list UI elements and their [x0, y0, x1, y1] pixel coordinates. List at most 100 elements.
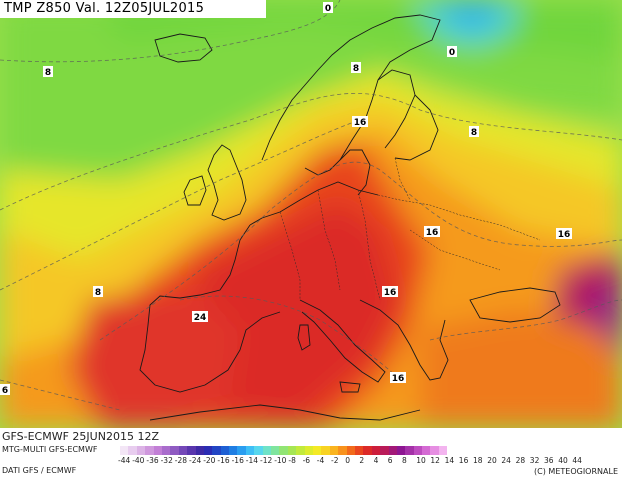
scale-tick-label: -32 — [160, 456, 173, 465]
isotherm-label: 16 — [352, 116, 368, 128]
isotherm-label-box — [382, 286, 398, 297]
isotherm-label: 0 — [323, 2, 333, 14]
scale-swatch — [380, 446, 389, 455]
scale-tick-label: 24 — [501, 456, 511, 465]
color-scale-ticks: -44 -40 -36 -32 -28 -24 -20 -16 -16 -14 -12 -10 -8 -6… — [118, 456, 622, 466]
isotherm-label-box — [390, 372, 406, 383]
isotherm-label-box — [43, 66, 53, 77]
scale-swatch — [304, 446, 313, 455]
isotherm-label: 16 — [424, 226, 440, 238]
scale-swatch — [229, 446, 238, 455]
isotherm-label-box — [556, 228, 572, 239]
scale-tick-label: 20 — [487, 456, 497, 465]
scale-swatch — [170, 446, 179, 455]
scale-swatch — [396, 446, 406, 455]
isotherm-label-box — [0, 384, 10, 395]
scale-swatch — [321, 446, 330, 455]
scale-swatch — [346, 446, 355, 455]
scale-tick-label: -12 — [260, 456, 273, 465]
scale-tick-label: 36 — [544, 456, 554, 465]
scale-tick-label: 10 — [416, 456, 426, 465]
scale-swatch — [153, 446, 162, 455]
scale-tick-label: 6 — [387, 456, 393, 465]
scale-swatch — [296, 446, 305, 455]
scale-tick-label: -8 — [288, 456, 296, 465]
scale-swatch — [245, 446, 255, 455]
scale-swatch — [220, 446, 230, 455]
scale-tick-label: -2 — [331, 456, 339, 465]
isotherm-label: 16 — [382, 286, 398, 298]
scale-tick-label: -20 — [203, 456, 216, 465]
scale-swatch — [187, 446, 196, 455]
copyright: (C) METEOGIORNALE — [534, 467, 618, 476]
scale-tick-label: 12 — [430, 456, 440, 465]
scale-swatch — [287, 446, 297, 455]
scale-tick-label: 40 — [558, 456, 568, 465]
scale-tick-label: -36 — [146, 456, 159, 465]
scale-swatch — [195, 446, 204, 455]
isotherm-label-text: 6 — [2, 386, 8, 396]
isotherm-label: 8 — [469, 126, 479, 138]
isotherm-label-text: 8 — [471, 128, 477, 138]
scale-tick-label: 2 — [359, 456, 365, 465]
isotherm-label-box — [424, 226, 440, 237]
temperature-map: 0 0 8 8 8 8 16 16 16 16 16 24 6 TMP Z850 Val. 12Z05J… — [0, 0, 622, 428]
map-title: TMP Z850 Val. 12Z05JUL2015 — [0, 0, 266, 18]
scale-swatch — [237, 446, 246, 455]
isotherm-label-box — [447, 46, 457, 57]
isotherm-label: 8 — [93, 286, 103, 298]
scale-swatch — [430, 446, 439, 455]
scale-swatch — [329, 446, 339, 455]
scale-tick-label: 8 — [402, 456, 407, 465]
scale-tick-label: -16 — [217, 456, 230, 465]
isotherm-label-text: 16 — [384, 288, 397, 298]
scale-swatch — [136, 446, 146, 455]
scale-tick-label: 14 — [444, 456, 455, 465]
scale-swatch — [145, 446, 154, 455]
isotherm-label-text: 0 — [325, 4, 331, 14]
isotherm-label-text: 8 — [95, 288, 101, 298]
scale-tick-label: 32 — [529, 456, 540, 465]
scale-swatch — [271, 446, 280, 455]
scale-tick-label: 16 — [458, 456, 469, 465]
scale-swatch — [279, 446, 288, 455]
coastlines — [139, 14, 561, 421]
model-info: MTG-MULTI GFS-ECMWF — [2, 445, 98, 454]
scale-swatch — [262, 446, 272, 455]
scale-swatch — [413, 446, 423, 455]
map-canvas: 0 0 8 8 8 8 16 16 16 16 16 24 6 — [0, 0, 622, 428]
data-source: DATI GFS / ECMWF — [2, 466, 77, 475]
scale-swatch — [338, 446, 347, 455]
scale-tick-label: -40 — [132, 456, 145, 465]
scale-swatch — [371, 446, 381, 455]
scale-tick-label: -14 — [245, 456, 259, 465]
isotherm-label-text: 8 — [45, 68, 51, 78]
scale-swatch — [212, 446, 221, 455]
scale-swatch — [388, 446, 397, 455]
scale-tick-label: 0 — [345, 456, 350, 465]
scale-swatch — [405, 446, 414, 455]
color-scale-bar — [120, 446, 448, 455]
isotherm-label-text: 24 — [194, 313, 207, 323]
scale-tick-label: 4 — [373, 456, 379, 465]
scale-tick-label: -16 — [231, 456, 244, 465]
scale-tick-label: 44 — [572, 456, 582, 465]
scale-tick-label: 18 — [473, 456, 483, 465]
isotherm-label-text: 8 — [353, 64, 359, 74]
scale-swatch — [312, 446, 322, 455]
scale-swatch — [254, 446, 263, 455]
scale-tick-label: -10 — [274, 456, 287, 465]
scale-swatch — [354, 446, 364, 455]
isotherm-label: 16 — [556, 228, 572, 240]
scale-swatch — [178, 446, 188, 455]
isotherm-label-text: 16 — [558, 230, 571, 240]
isotherm-label-box — [352, 116, 368, 127]
scale-swatch — [203, 446, 213, 455]
scale-tick-label: -44 — [118, 456, 131, 465]
scale-swatch — [363, 446, 372, 455]
isotherm-lines — [0, 0, 622, 411]
isotherm-label: 8 — [351, 62, 361, 74]
isotherm-label-text: 0 — [449, 48, 455, 58]
scale-tick-label: 28 — [515, 456, 526, 465]
isotherm-label: 16 — [390, 372, 406, 384]
